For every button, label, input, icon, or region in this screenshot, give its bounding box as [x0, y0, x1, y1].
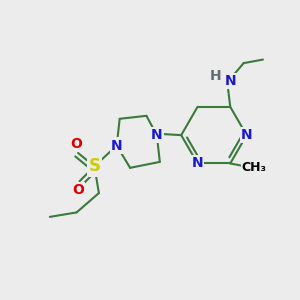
Text: N: N [192, 157, 203, 170]
Text: O: O [70, 137, 83, 151]
Text: CH₃: CH₃ [242, 161, 266, 174]
Text: N: N [111, 139, 122, 152]
Text: S: S [88, 157, 101, 175]
Text: N: N [225, 74, 237, 88]
Text: N: N [241, 128, 252, 142]
Text: N: N [151, 128, 163, 142]
Text: O: O [72, 183, 84, 197]
Text: H: H [210, 69, 222, 83]
